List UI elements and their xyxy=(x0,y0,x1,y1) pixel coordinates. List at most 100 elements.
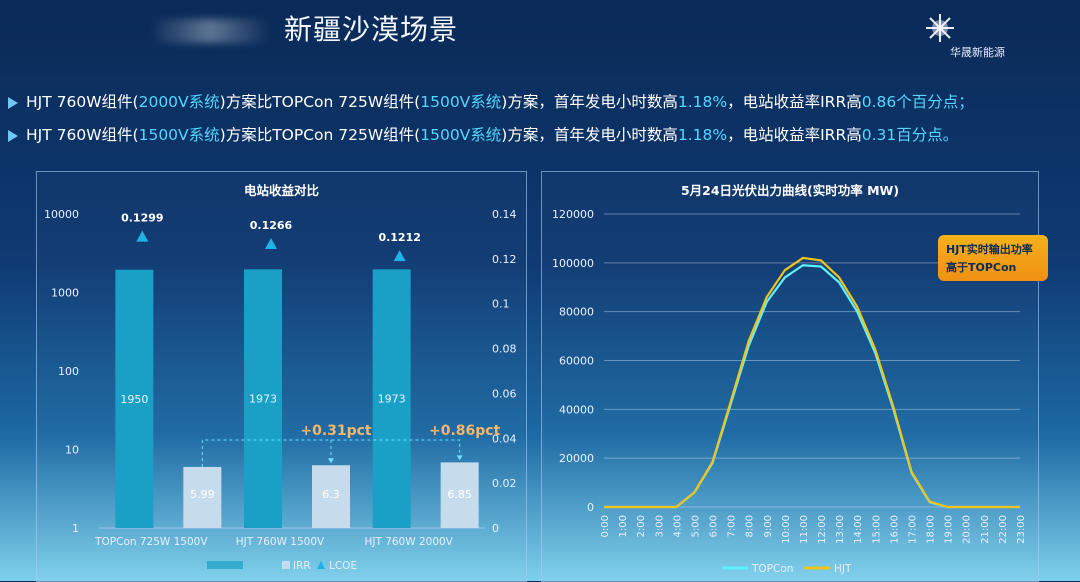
bullet-text: )方案，首年发电小时数高 xyxy=(501,93,678,111)
x-tick-label: 9:00 xyxy=(763,515,774,537)
bar-irr-value: 6.85 xyxy=(447,488,472,501)
x-tick-label: 4:00 xyxy=(672,515,683,537)
bullet-highlight: 1.18% xyxy=(677,93,728,111)
hjt-callout: HJT实时输出功率 高于TOPCon xyxy=(938,235,1048,281)
lcoe-value: 0.1299 xyxy=(121,212,163,225)
y-tick-label: 20000 xyxy=(559,452,594,465)
x-tick-label: 15:00 xyxy=(871,515,882,544)
bullet-highlight: 1500V系统 xyxy=(420,93,502,111)
x-tick-label: 23:00 xyxy=(1016,515,1027,544)
revenue-chart-panel: 电站收益对比 1 10 100 1000 10000 0 0.02 0.04 0.06 0.08 0… xyxy=(36,171,527,582)
delta-connector xyxy=(201,439,461,467)
title-text: 新疆沙漠场景 xyxy=(284,13,459,46)
bullet-text: HJT 760W组件( xyxy=(26,93,139,111)
bullet-highlight: 1500V系统 xyxy=(138,126,220,144)
bullet-text: )方案比TOPCon 725W组件( xyxy=(219,126,421,144)
y-tick-label: 100000 xyxy=(552,257,594,270)
triangle-bullet-icon xyxy=(8,129,18,142)
y-right-tick-label: 0.14 xyxy=(492,208,517,221)
bullet-highlight: 1500V系统 xyxy=(420,126,502,144)
y-tick-label: 80000 xyxy=(559,306,594,319)
y-left-tick-label: 1 xyxy=(72,522,79,535)
x-tick-label: 0:00 xyxy=(600,515,611,537)
legend-label: TOPCon xyxy=(751,563,793,575)
bar-irr xyxy=(183,466,222,528)
x-tick-label: 11:00 xyxy=(799,515,810,544)
legend-lcoe-icon xyxy=(317,561,325,569)
x-tick-label: 10:00 xyxy=(781,515,792,544)
x-tick-label: 21:00 xyxy=(980,515,991,544)
legend-label: LCOE xyxy=(329,560,357,572)
bar-irr xyxy=(312,465,350,528)
x-tick-label: HJT 760W 1500V xyxy=(236,536,325,548)
x-tick-label: HJT 760W 2000V xyxy=(364,536,453,548)
delta-arrow-icon xyxy=(328,458,334,464)
x-tick-label: 14:00 xyxy=(853,515,864,544)
bar-irr xyxy=(440,462,479,528)
x-tick-label: 13:00 xyxy=(835,515,846,544)
x-tick-label: 12:00 xyxy=(817,515,828,544)
bullet-highlight: 0.31百分点。 xyxy=(861,126,959,144)
bar-main-value: 1973 xyxy=(249,393,277,406)
legend-label: IRR xyxy=(293,560,311,572)
chart-title: 5月24日光伏出力曲线(实时功率 MW) xyxy=(680,183,900,198)
bullet-2: HJT 760W组件(1500V系统)方案比TOPCon 725W组件(1500… xyxy=(8,123,958,145)
lcoe-marker xyxy=(136,230,149,242)
y-tick-label: 0 xyxy=(587,501,594,514)
y-left-tick-label: 10000 xyxy=(44,208,79,221)
legend-swatch-main xyxy=(207,561,243,569)
bar-main-value: 1973 xyxy=(378,393,406,406)
bar-main xyxy=(115,269,154,528)
triangle-bullet-icon xyxy=(8,96,18,109)
bar-main xyxy=(244,269,282,528)
lcoe-value: 0.1212 xyxy=(378,231,420,244)
y-right-tick-label: 0.1 xyxy=(492,298,510,311)
x-tick-label: TOPCon 725W 1500V xyxy=(94,536,208,548)
title-blurred-part xyxy=(150,19,270,43)
bar-irr-value: 5.99 xyxy=(190,488,215,501)
x-tick-label: 3:00 xyxy=(654,515,665,537)
y-left-tick-label: 1000 xyxy=(51,287,79,300)
delta-arrow-icon xyxy=(456,455,463,461)
x-tick-label: 22:00 xyxy=(998,515,1009,544)
bullet-text: HJT 760W组件( xyxy=(26,126,139,144)
chart-title: 电站收益对比 xyxy=(243,183,319,198)
lcoe-value: 0.1266 xyxy=(250,219,293,232)
x-tick-label: 16:00 xyxy=(889,515,900,544)
x-tick-label: 8:00 xyxy=(745,515,756,537)
power-curve-chart-panel: 5月24日光伏出力曲线(实时功率 MW) 0 20000 40000 60000 800… xyxy=(541,171,1048,582)
lcoe-marker xyxy=(265,238,277,250)
y-left-tick-label: 100 xyxy=(58,365,79,378)
bullet-highlight: 1.18% xyxy=(677,126,728,144)
lcoe-marker xyxy=(393,250,406,262)
revenue-bar-chart: 1 10 100 1000 10000 0 0.02 0.04 0.06 0.08 0.1 0.12 0… xyxy=(44,208,517,572)
x-tick-label: 17:00 xyxy=(907,515,918,544)
page-title: 新疆沙漠场景 xyxy=(150,8,458,48)
power-line-chart: 0 20000 40000 60000 80000 100000 120000 0:00 1:0… xyxy=(552,208,1027,575)
x-tick-label: 5:00 xyxy=(690,515,701,537)
y-right-tick-label: 0.12 xyxy=(492,253,517,266)
bullet-text: )方案比TOPCon 725W组件( xyxy=(219,93,421,111)
x-tick-label: 19:00 xyxy=(944,515,955,544)
x-tick-label: 2:00 xyxy=(636,515,647,537)
bar-main xyxy=(372,269,411,528)
x-tick-label: 6:00 xyxy=(709,515,720,537)
y-tick-label: 120000 xyxy=(552,208,594,221)
bullet-text: )方案，首年发电小时数高 xyxy=(501,126,678,144)
logo-sparkle-icon xyxy=(926,14,954,42)
delta-annotation: +0.86pct xyxy=(429,423,501,439)
bullet-1: HJT 760W组件(2000V系统)方案比TOPCon 725W组件(1500… xyxy=(8,90,974,112)
y-tick-label: 40000 xyxy=(559,403,594,416)
delta-annotation: +0.31pct xyxy=(300,423,372,439)
company-logo: 华晟新能源 xyxy=(900,8,1060,64)
x-tick-label: 20:00 xyxy=(962,515,973,544)
x-tick-label: 7:00 xyxy=(727,515,738,537)
callout-line-1: HJT实时输出功率 xyxy=(946,243,1033,256)
bullet-text: ，电站收益率IRR高 xyxy=(727,93,862,111)
y-tick-label: 60000 xyxy=(559,355,594,368)
bar-main-value: 1950 xyxy=(120,393,148,406)
y-right-tick-label: 0.06 xyxy=(492,387,517,400)
y-left-tick-label: 10 xyxy=(65,444,79,457)
logo-text: 华晟新能源 xyxy=(950,46,1005,59)
x-tick-label: 1:00 xyxy=(618,515,629,537)
